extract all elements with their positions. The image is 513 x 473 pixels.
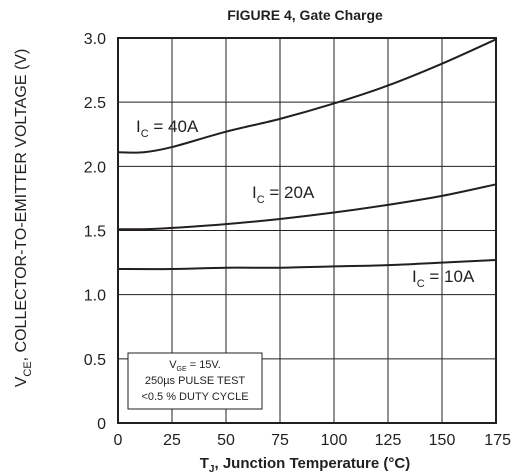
x-axis-label: TJ, Junction Temperature (°C) — [200, 455, 410, 473]
y-tick-label: 3.0 — [84, 31, 106, 48]
y-tick-labels: 0 0.5 1.0 1.5 2.0 2.5 3.0 — [84, 31, 106, 433]
series-label-20a: IC = 20A — [252, 183, 315, 206]
test-conditions-note: VGE = 15V. 250µs PULSE TEST <0.5 % DUTY … — [127, 352, 263, 410]
x-tick-label: 150 — [429, 432, 456, 449]
x-tick-label: 125 — [375, 432, 402, 449]
y-axis-label: VCE, COLLECTOR-TO-EMITTER VOLTAGE (V) — [13, 49, 34, 388]
chart-title: FIGURE 4, Gate Charge — [227, 7, 383, 23]
y-tick-label: 0 — [97, 416, 106, 433]
series-lines — [117, 38, 497, 271]
series-line-0 — [117, 38, 497, 154]
x-tick-label: 175 — [484, 432, 511, 449]
x-tick-label: 0 — [114, 432, 123, 449]
grid — [118, 38, 496, 423]
y-tick-label: 2.0 — [84, 159, 106, 176]
series-line-1 — [117, 183, 497, 231]
note-line-1: VGE = 15V. — [169, 359, 221, 373]
note-box — [127, 352, 263, 410]
x-tick-label: 25 — [163, 432, 181, 449]
x-tick-label: 75 — [271, 432, 289, 449]
x-tick-label: 50 — [217, 432, 235, 449]
y-tick-label: 1.5 — [84, 224, 106, 241]
series-line-2 — [117, 259, 497, 271]
x-tick-label: 100 — [321, 432, 348, 449]
y-tick-label: 0.5 — [84, 352, 106, 369]
plot-frame — [117, 37, 497, 424]
note-line-2: 250µs PULSE TEST — [145, 375, 246, 387]
series-label-40a: IC = 40A — [136, 117, 199, 140]
note-line-3: <0.5 % DUTY CYCLE — [141, 391, 248, 403]
x-tick-labels: 0 25 50 75 100 125 150 175 — [114, 432, 512, 449]
series-label-10a: IC = 10A — [412, 267, 475, 290]
y-tick-label: 1.0 — [84, 288, 106, 305]
y-tick-label: 2.5 — [84, 95, 106, 112]
